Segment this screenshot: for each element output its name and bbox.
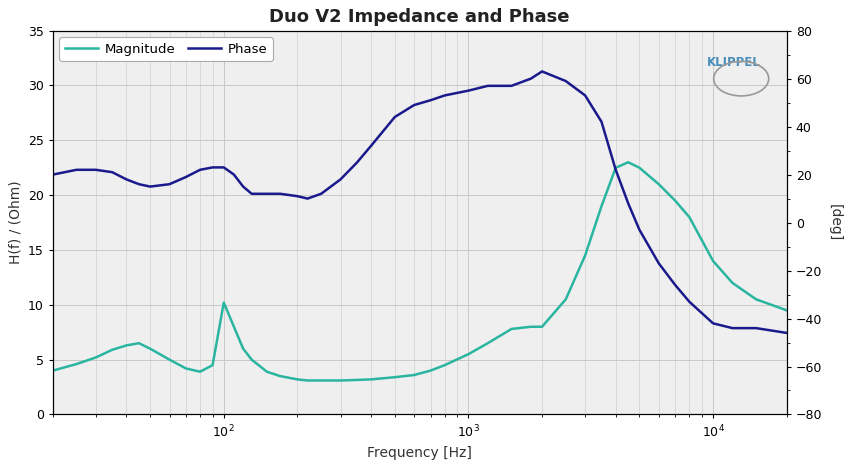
Phase [409,102,419,108]
Phase [275,191,286,197]
Magnitude [262,369,272,374]
Phase [303,196,313,201]
Phase [352,160,362,165]
Phase [708,321,718,326]
Phase [561,78,571,84]
Phase [336,176,346,182]
Title: Duo V2 Impedance and Phase: Duo V2 Impedance and Phase [269,8,570,26]
Phase [537,69,547,74]
X-axis label: Frequency [Hz]: Frequency [Hz] [367,446,473,460]
Phase [439,93,450,98]
Phase [133,182,144,187]
Phase [145,184,156,190]
Phase [164,182,174,187]
Phase [71,167,82,173]
Magnitude [537,324,547,329]
Magnitude [782,307,792,313]
Magnitude [71,361,82,367]
Phase [728,325,738,331]
Magnitude [597,203,607,209]
Magnitude [133,340,144,346]
Phase [782,330,792,336]
Phase [218,165,229,170]
Text: KLIPPEL: KLIPPEL [706,56,760,69]
Phase [207,165,218,170]
Magnitude [389,374,400,380]
Phase [483,83,493,88]
Magnitude [181,366,191,371]
Phase [684,299,694,305]
Magnitude [409,372,419,378]
Magnitude [107,347,117,352]
Line: Magnitude: Magnitude [53,162,787,380]
Magnitude [275,373,286,379]
Phase [181,174,191,180]
Magnitude [122,343,132,348]
Magnitude [164,357,174,362]
Phase [195,167,205,173]
Magnitude [238,346,248,351]
Magnitude [207,362,218,368]
Magnitude [195,369,205,374]
Magnitude [507,326,517,332]
Magnitude [229,324,239,329]
Magnitude [439,362,450,368]
Magnitude [610,165,620,170]
Phase [654,261,664,266]
Phase [634,227,644,233]
Magnitude [425,368,435,373]
Phase [526,76,536,81]
Magnitude [145,346,156,351]
Line: Phase: Phase [53,72,787,333]
Magnitude [316,378,326,383]
Magnitude [483,340,493,346]
Legend: Magnitude, Phase: Magnitude, Phase [60,37,273,61]
Phase [91,167,101,173]
Phase [262,191,272,197]
Magnitude [366,377,377,382]
Magnitude [463,351,473,357]
Phase [610,167,620,173]
Magnitude [561,297,571,302]
Phase [107,169,117,175]
Magnitude [91,355,101,360]
Magnitude [218,300,229,306]
Phase [122,176,132,182]
Magnitude [728,280,738,285]
Magnitude [246,357,257,362]
Magnitude [684,214,694,220]
Y-axis label: [deg]: [deg] [828,204,842,241]
Phase [48,172,58,177]
Phase [623,201,633,206]
Phase [463,88,473,94]
Magnitude [526,324,536,329]
Phase [670,282,680,288]
Magnitude [336,378,346,383]
Phase [316,191,326,197]
Magnitude [623,160,633,165]
Magnitude [670,198,680,204]
Magnitude [303,378,313,383]
Phase [246,191,257,197]
Phase [425,97,435,103]
Phase [229,172,239,177]
Magnitude [292,377,303,382]
Magnitude [48,368,58,373]
Phase [292,193,303,199]
Phase [507,83,517,88]
Phase [389,114,400,120]
Phase [751,325,762,331]
Y-axis label: H(f) / (Ohm): H(f) / (Ohm) [8,181,22,264]
Phase [366,143,377,149]
Phase [597,119,607,124]
Phase [580,93,590,98]
Magnitude [708,258,718,264]
Magnitude [634,165,644,170]
Phase [238,184,248,190]
Magnitude [751,297,762,302]
Magnitude [654,182,664,187]
Magnitude [352,377,362,383]
Magnitude [580,253,590,258]
